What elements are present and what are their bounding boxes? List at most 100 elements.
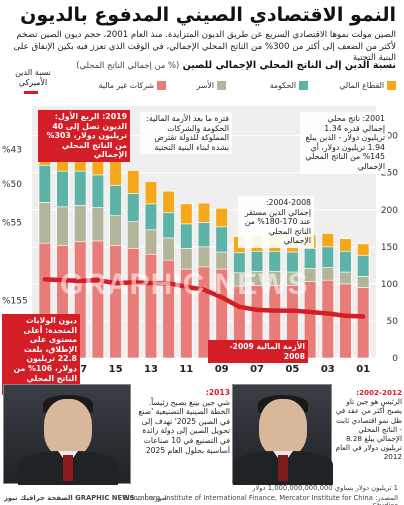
bar-nonfinancial-2014: [127, 248, 140, 359]
bar-financial-2011: [180, 203, 193, 225]
footer-brand: الصفحة جرافيك نيوز GRAPHIC NEWS: [4, 494, 134, 502]
y-tick-label: 50: [387, 317, 399, 327]
bar-government-2010: [197, 222, 211, 248]
bar-financial-2015: [109, 160, 122, 186]
bar-government-2001: [357, 255, 370, 277]
bar-government-2011: [180, 223, 193, 249]
bar-government-2018: [56, 170, 69, 208]
page-title: النمو الاقتصادي الصيني المدفوع بالديون: [20, 4, 396, 26]
y-tick-label: 200: [381, 206, 398, 216]
bar-households-2012: [162, 237, 175, 261]
chart-unit: (% من إجمالي الناتج المحلي): [76, 60, 180, 70]
y-tick-label: 100: [381, 280, 398, 290]
footer-brand-ar: الصفحة جرافيك نيوز: [4, 494, 73, 502]
legend-government: الحكومة: [270, 81, 308, 90]
bar-government-2013: [144, 203, 158, 231]
annotation-us-debt: ديون الولايات المتحدة: أعلى مستوى على ال…: [2, 314, 80, 395]
legend-nonfinancial: شركات غير مالية: [99, 81, 166, 90]
bar-government-2003: [321, 246, 334, 268]
x-tick-label: 07: [250, 364, 264, 375]
left-label-financial: %43: [2, 145, 22, 155]
annotation-2001: 2001: ناتج محلي إجمالي قدره 1.34 تريليون…: [300, 112, 388, 174]
bar-financial-2002: [339, 238, 352, 252]
crisis-label: الأزمة المالية: [256, 342, 305, 351]
bar-households-2015: [109, 215, 122, 246]
legend-nonfinancial-swatch: [157, 81, 166, 90]
bar-financial-2013: [144, 181, 158, 205]
legend-households-swatch: [217, 81, 226, 90]
left-label-government: %50: [2, 180, 22, 190]
bar-households-2017: [74, 205, 87, 242]
bar-financial-2001: [357, 243, 370, 257]
legend-households: الأسر: [197, 81, 226, 90]
us-debt-legend-label: نسبة الدين الأميركي: [15, 68, 51, 87]
crisis-period: 2009-2008: [229, 342, 306, 361]
caption-xi-title: 2013:: [205, 388, 230, 397]
photo-xi-tie: [63, 455, 73, 481]
legend-government-label: الحكومة: [269, 81, 296, 90]
x-tick-label: 17: [73, 364, 87, 375]
bar-nonfinancial-2003: [321, 279, 334, 359]
chart-title-text: نسبة الدين إلى الناتج المحلي الإجمالي لل…: [182, 60, 396, 71]
bar-households-2009: [215, 251, 228, 270]
caption-hu-title: 2002-2012:: [356, 388, 402, 397]
annotation-2004-2008: 2004-2008: إجمالي الدين مستقر عند 170-18…: [238, 196, 314, 248]
photo-hu-jintao: [232, 384, 333, 485]
photo-xi-jinping: [3, 384, 131, 485]
bar-government-2016: [91, 174, 105, 208]
caption-hu-text: الرئيس هو جين تاو يصبح أكثر من عقد في ظل…: [335, 397, 402, 462]
legend-government-swatch: [299, 81, 308, 90]
bar-financial-2014: [127, 170, 140, 194]
bar-government-2012: [162, 212, 175, 239]
bar-households-2018: [56, 206, 69, 246]
footer-note: 1 تريليون دولار يساوي 1,000,000,000,000 …: [252, 484, 398, 492]
footer-credit: صورة: أ ب: [136, 494, 168, 502]
left-label-nonfinancial: %155: [2, 297, 28, 307]
chart-legend: القطاع المالي الحكومة الأسر شركات غير ما…: [66, 81, 396, 109]
bar-government-2009: [215, 226, 228, 253]
bar-households-2010: [197, 246, 211, 268]
chart-title: نسبة الدين إلى الناتج المحلي الإجمالي لل…: [6, 60, 396, 71]
y-tick-label: 300: [381, 132, 398, 142]
bar-households-2013: [144, 229, 158, 255]
x-tick-label: 13: [144, 364, 158, 375]
annotation-2019: 2019: الربع الأول: الديون تصل إلى 40 تري…: [38, 110, 130, 162]
bar-government-2019: [38, 164, 51, 203]
annotation-after-crisis: فترة ما بعد الأزمة المالية: الحكومة والش…: [140, 112, 232, 155]
us-debt-line: [42, 277, 366, 319]
bar-government-2014: [127, 193, 140, 222]
bar-households-2003: [321, 267, 334, 281]
bar-government-2017: [74, 170, 87, 206]
bar-nonfinancial-2001: [357, 287, 370, 359]
caption-xi: 2013: شي جين بينغ يصبح رئيساً. الخطة الص…: [134, 388, 230, 455]
legend-financial: القطاع المالي: [339, 81, 396, 90]
caption-hu: 2002-2012: الرئيس هو جين تاو يصبح أكثر م…: [334, 388, 402, 462]
x-tick-label: 01: [356, 364, 370, 375]
bar-government-2004: [303, 248, 317, 269]
x-tick-label: 15: [109, 364, 123, 375]
legend-households-label: الأسر: [196, 81, 214, 90]
bar-financial-2009: [215, 207, 228, 228]
bar-financial-2010: [197, 202, 211, 223]
legend-financial-label: القطاع المالي: [339, 81, 384, 90]
x-tick-label: 05: [285, 364, 299, 375]
footer-brand-en: GRAPHIC NEWS: [75, 494, 135, 502]
bar-households-2002: [339, 271, 352, 285]
photo-xi-face: [44, 399, 92, 457]
caption-xi-text: شي جين بينغ يصبح رئيساً. الخطة الصينية ا…: [138, 397, 230, 455]
legend-nonfinancial-label: شركات غير مالية: [98, 81, 154, 90]
left-label-households: %55: [2, 219, 22, 229]
footer-source: المصدر: Bloomberg, Institute of Internat…: [122, 494, 398, 505]
x-tick-label: 11: [179, 364, 193, 375]
bar-financial-2012: [162, 190, 175, 214]
y-tick-label: 250: [381, 169, 398, 179]
annotation-crisis-period: الأزمة المالية 2009-2008: [208, 340, 308, 364]
photo-hu-tie: [278, 455, 288, 481]
x-tick-label: 03: [321, 364, 335, 375]
bar-households-2014: [127, 221, 140, 249]
bar-households-2016: [91, 207, 105, 242]
bar-government-2015: [109, 185, 122, 216]
us-debt-legend-swatch: [24, 91, 38, 94]
x-tick-label: 09: [215, 364, 229, 375]
intro-text: الصين مولت نموها الاقتصادي السريع عن طري…: [13, 30, 396, 63]
